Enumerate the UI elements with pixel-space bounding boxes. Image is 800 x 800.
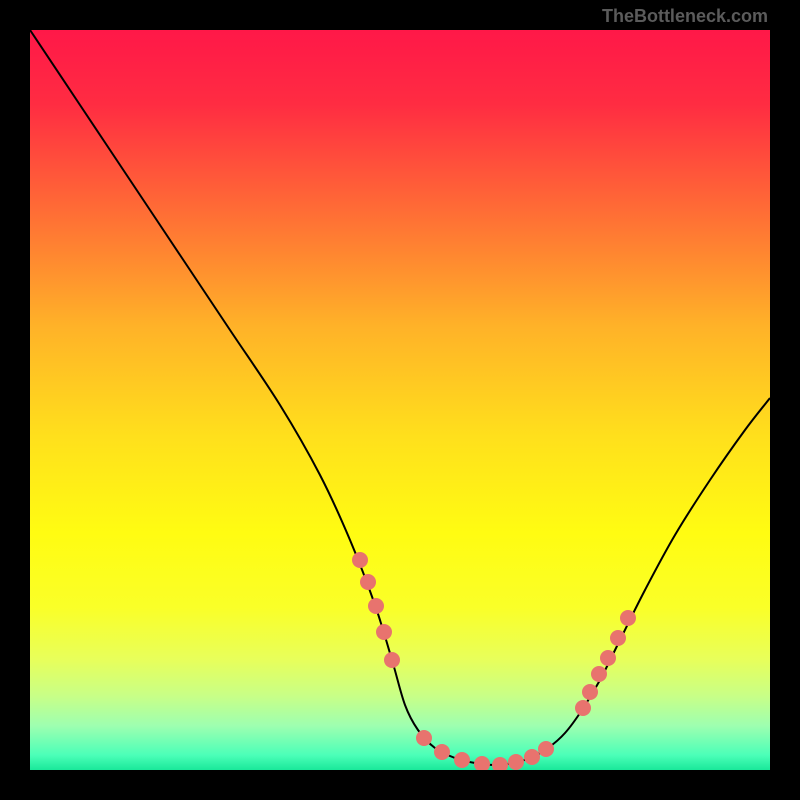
marker-point — [368, 598, 384, 614]
marker-point — [376, 624, 392, 640]
marker-point — [524, 749, 540, 765]
curve-layer — [30, 30, 770, 770]
markers-group — [352, 552, 636, 770]
marker-point — [620, 610, 636, 626]
marker-point — [384, 652, 400, 668]
marker-point — [582, 684, 598, 700]
marker-point — [600, 650, 616, 666]
v-curve — [30, 30, 770, 765]
marker-point — [352, 552, 368, 568]
marker-point — [416, 730, 432, 746]
marker-point — [591, 666, 607, 682]
plot-area — [30, 30, 770, 770]
marker-point — [538, 741, 554, 757]
marker-point — [360, 574, 376, 590]
marker-point — [508, 754, 524, 770]
marker-point — [575, 700, 591, 716]
marker-point — [474, 756, 490, 770]
marker-point — [492, 757, 508, 770]
marker-point — [434, 744, 450, 760]
marker-point — [610, 630, 626, 646]
watermark-text: TheBottleneck.com — [602, 6, 768, 27]
marker-point — [454, 752, 470, 768]
chart-frame: TheBottleneck.com — [0, 0, 800, 800]
